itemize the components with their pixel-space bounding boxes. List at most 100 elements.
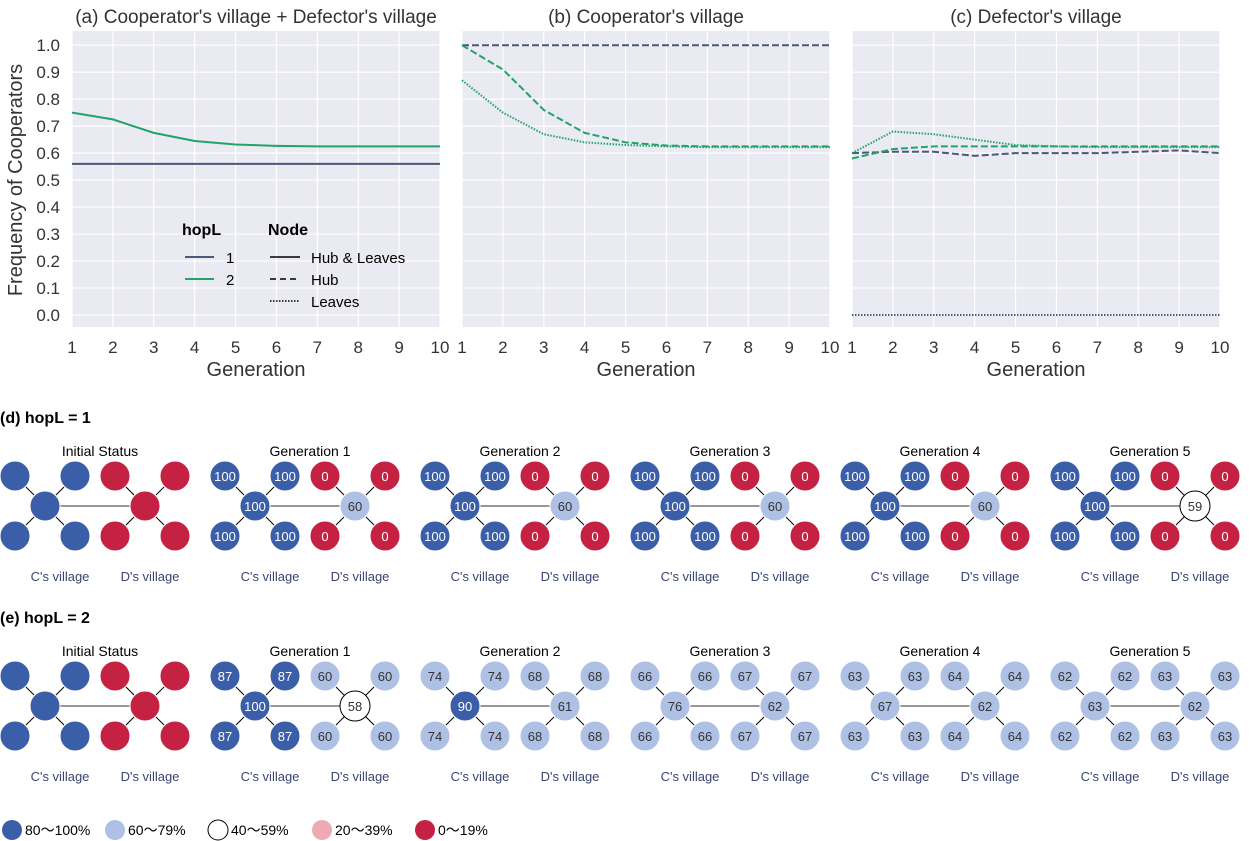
d-leaf-node: [159, 520, 191, 552]
node-value: 61: [558, 699, 572, 714]
d-leaf-node: [729, 520, 761, 552]
node-value: 100: [1114, 469, 1136, 484]
d-village-label: D's village: [331, 769, 390, 784]
c-hub-node: [239, 490, 271, 522]
node-value: 0: [591, 529, 598, 544]
c-leaf-node: [899, 520, 931, 552]
d-leaf-node: [1149, 460, 1181, 492]
d-village-label: D's village: [1171, 569, 1230, 584]
c-leaf-node: [839, 720, 871, 752]
d-leaf-node: [1209, 520, 1241, 552]
node-value: 76: [668, 699, 682, 714]
node-value: 0: [1221, 529, 1228, 544]
d-hub-node: [759, 490, 791, 522]
d-village-label: D's village: [751, 769, 810, 784]
c-village-label: C's village: [31, 769, 90, 784]
d-leaf-node: [939, 460, 971, 492]
panel-title: Generation 4: [900, 643, 981, 659]
y-tick-label: 0.1: [36, 279, 60, 298]
c-leaf-node: [419, 520, 451, 552]
c-leaf-node: [1109, 660, 1141, 692]
panel-title: Initial Status: [62, 643, 138, 659]
node-value: 100: [634, 469, 656, 484]
plot-area: [852, 31, 1220, 327]
legend-label: Hub & Leaves: [311, 250, 405, 267]
node-value: 62: [1188, 699, 1202, 714]
y-tick-label: 0.9: [36, 63, 60, 82]
d-leaf-node: [309, 660, 341, 692]
c-leaf-node: [419, 720, 451, 752]
x-tick-label: 7: [1093, 338, 1102, 357]
x-tick-label: 4: [970, 338, 979, 357]
x-tick-label: 6: [1052, 338, 1061, 357]
d-hub-node: [339, 690, 371, 722]
d-leaf-node: [999, 460, 1031, 492]
network-panel: Generation 2 100 100 100 100 100 0 0 0 0 60 C's vil…: [419, 443, 611, 584]
node-value: 100: [214, 469, 236, 484]
x-tick-label: 5: [621, 338, 630, 357]
d-leaf-node: [159, 460, 191, 492]
node-value: 63: [1218, 729, 1232, 744]
y-tick-label: 0.5: [36, 171, 60, 190]
node-value: 62: [1118, 669, 1132, 684]
node-value: 67: [798, 729, 812, 744]
c-leaf-node: [419, 660, 451, 692]
node-value: 67: [878, 699, 892, 714]
node-value: 0: [321, 529, 328, 544]
node-value: 63: [848, 729, 862, 744]
c-village-label: C's village: [871, 569, 930, 584]
x-tick-label: 3: [929, 338, 938, 357]
d-leaf-node: [729, 660, 761, 692]
network-panel: Generation 5 62 62 62 62 63 63 63 63 63 62 C's vill…: [1049, 643, 1241, 784]
node-value: 0: [591, 469, 598, 484]
d-leaf-node: [519, 460, 551, 492]
x-tick-label: 10: [1211, 338, 1230, 357]
node-value: 60: [378, 669, 392, 684]
c-hub-node: [1079, 490, 1111, 522]
color-legend-swatch: [415, 820, 435, 840]
d-leaf-node: [729, 460, 761, 492]
node-value: 74: [488, 729, 502, 744]
node-value: 62: [1058, 669, 1072, 684]
node-value: 100: [454, 499, 476, 514]
node-value: 74: [488, 669, 502, 684]
x-tick-label: 1: [67, 338, 76, 357]
node-value: 74: [428, 669, 442, 684]
d-leaf-node: [939, 720, 971, 752]
d-leaf-node: [519, 520, 551, 552]
node-value: 60: [348, 499, 362, 514]
d-hub-node: [759, 690, 791, 722]
node-value: 100: [484, 469, 506, 484]
d-village-label: D's village: [751, 569, 810, 584]
c-leaf-node: [899, 660, 931, 692]
node-value: 100: [844, 529, 866, 544]
node-value: 64: [948, 669, 962, 684]
panel-title: Generation 1: [270, 443, 351, 459]
node-value: 68: [588, 729, 602, 744]
panel-title: Generation 2: [480, 643, 561, 659]
c-village-label: C's village: [1081, 569, 1140, 584]
x-tick-label: 5: [231, 338, 240, 357]
node-value: 100: [664, 499, 686, 514]
plot-area: [72, 31, 440, 327]
y-axis-label: Frequency of Cooperators: [5, 64, 27, 296]
chart-title: (a) Cooperator's village + Defector's vi…: [75, 7, 437, 28]
d-leaf-node: [159, 660, 191, 692]
d-village-label: D's village: [121, 569, 180, 584]
c-hub-node: [869, 490, 901, 522]
c-leaf-node: [689, 520, 721, 552]
c-leaf-node: [59, 720, 91, 752]
d-village-label: D's village: [1171, 769, 1230, 784]
node-value: 0: [801, 469, 808, 484]
c-leaf-node: [629, 460, 661, 492]
node-value: 62: [1058, 729, 1072, 744]
d-leaf-node: [369, 460, 401, 492]
c-village-label: C's village: [871, 769, 930, 784]
node-value: 0: [1221, 469, 1228, 484]
d-village-label: D's village: [961, 569, 1020, 584]
color-legend-label: 40〜59%: [231, 822, 289, 838]
c-hub-node: [659, 690, 691, 722]
node-value: 100: [844, 469, 866, 484]
panel-title: Generation 3: [690, 443, 771, 459]
node-value: 64: [1008, 729, 1022, 744]
